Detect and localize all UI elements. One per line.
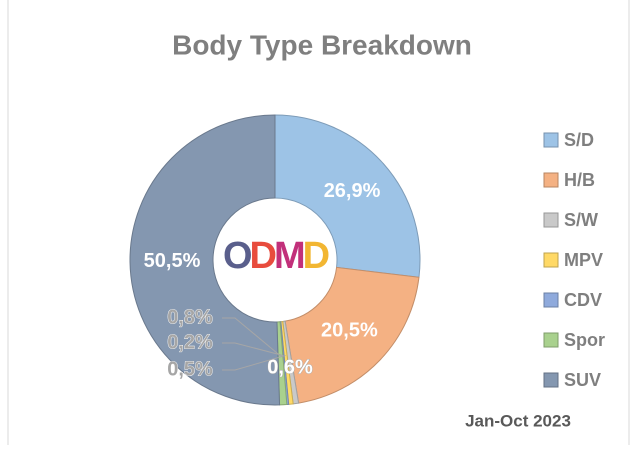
logo-letter: O [223,235,251,277]
logo-letter: M [274,235,304,277]
donut-slice [274,114,421,278]
legend-swatch [543,292,559,308]
value-label: 0,2% [167,331,213,353]
value-label: 26,9% [324,180,381,202]
legend-label: CDV [564,290,602,310]
chart-title: Body Type Breakdown [172,29,472,60]
legend-swatch [543,332,559,348]
donut-slice [129,114,281,406]
value-labels: 26,9% 20,5% 0,6% 0,5% 0,2% 0,8% 50,5% [144,180,381,381]
legend-swatch [543,252,559,268]
leader-line [222,354,286,371]
logo-letter: D [250,235,276,277]
legend-label: S/D [564,130,594,150]
value-label: 50,5% [144,250,201,272]
donut-slice [284,266,420,404]
value-label: 0,8% [167,306,213,328]
legend-swatch [543,172,559,188]
leader-line [222,342,284,357]
legend-label: MPV [564,250,603,270]
value-label: 0,5% [167,358,213,380]
legend-label: SUV [564,370,601,390]
legend-swatch [543,132,559,148]
legend-swatch [543,212,559,228]
legend-swatch [543,372,559,388]
donut [129,114,421,406]
legend-label: Spor [564,330,605,350]
logo-letter: D [303,235,329,277]
legend: S/D H/B S/W MPV CDV Spor SUV [543,130,605,390]
legend-label: H/B [564,170,595,190]
value-label: 20,5% [321,319,378,341]
logo: ODMD [223,235,329,277]
leader-line [222,317,281,357]
subtitle: Jan-Oct 2023 [465,411,571,430]
legend-label: S/W [564,210,598,230]
value-label: 0,6% [267,356,313,378]
